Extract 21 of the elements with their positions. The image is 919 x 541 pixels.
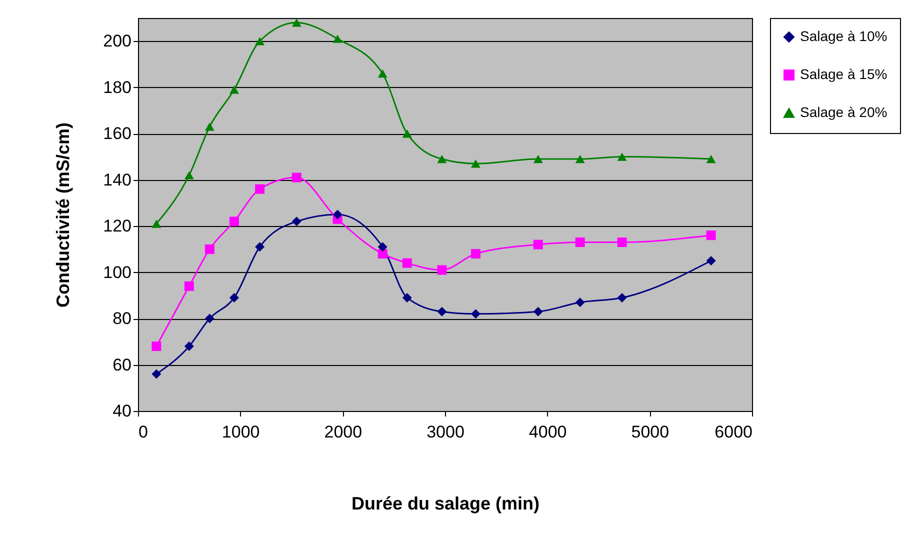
y-tick-label: 100: [103, 262, 132, 282]
legend-label: Salage à 15%: [800, 66, 888, 82]
x-tick-label: 5000: [631, 422, 670, 442]
x-tick-label: 3000: [426, 422, 464, 442]
y-tick-label: 140: [103, 170, 132, 190]
x-tick-label: 0: [138, 422, 148, 442]
legend-label: Salage à 20%: [800, 104, 888, 120]
y-tick-label: 40: [112, 402, 132, 420]
y-tick-label: 80: [112, 309, 132, 328]
x-tick-label: 2000: [324, 422, 362, 442]
y-tick-label: 160: [103, 124, 132, 144]
legend-label: Salage à 10%: [800, 28, 888, 44]
y-tick-label: 180: [103, 78, 132, 97]
x-tick-label: 1000: [222, 422, 260, 442]
y-tick-label: 120: [103, 216, 132, 236]
x-axis-title: Durée du salage (min): [351, 494, 540, 514]
x-tick-label: 6000: [714, 422, 752, 442]
y-tick-label: 60: [112, 355, 132, 374]
y-tick-label: 200: [103, 32, 132, 51]
y-axis-title: Conductivité (mS/cm): [53, 122, 74, 308]
x-tick-label: 4000: [528, 422, 567, 442]
